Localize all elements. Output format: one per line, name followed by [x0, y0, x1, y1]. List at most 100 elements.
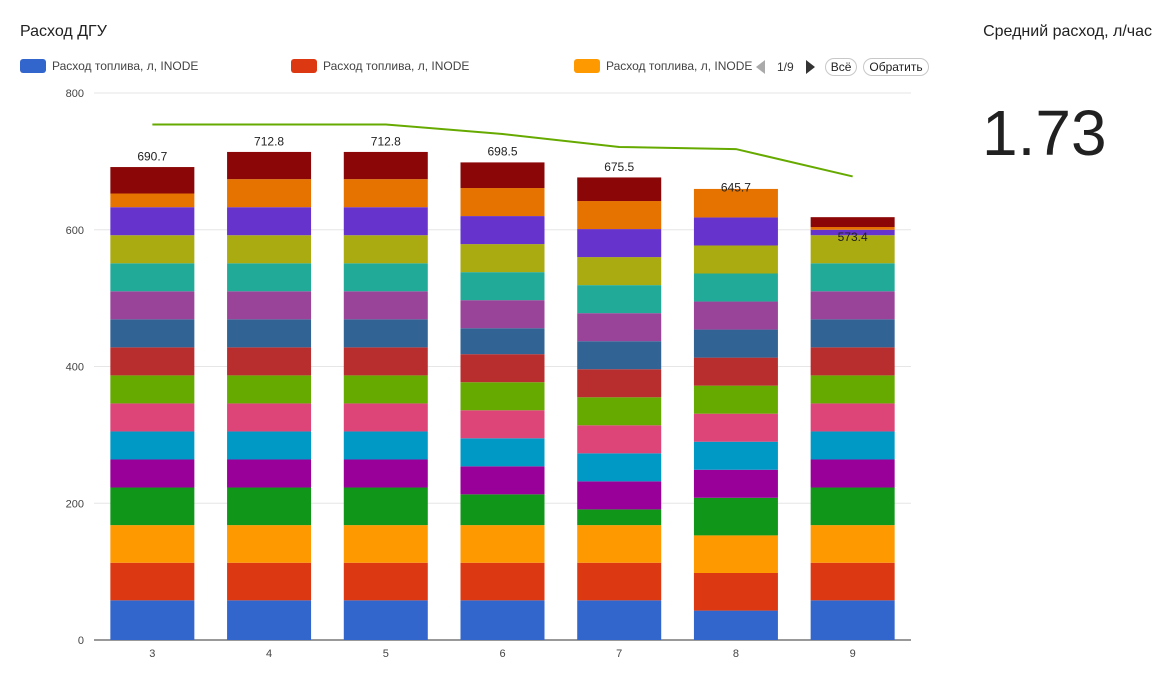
- bar-segment-4-10: [227, 319, 312, 348]
- legend-item-2[interactable]: Расход топлива, л, INODE: [291, 59, 469, 73]
- y-tick-label-800: 800: [66, 88, 84, 100]
- bar-segment-5-4: [343, 487, 428, 526]
- bar-segment-9-12: [810, 263, 895, 292]
- bar-segment-7-6: [577, 453, 662, 482]
- bar-segment-5-15: [343, 179, 428, 208]
- bar-segment-7-1: [577, 600, 662, 640]
- bar-segment-8-1: [693, 610, 778, 640]
- y-tick-label-200: 200: [66, 498, 84, 510]
- bar-segment-9-11: [810, 291, 895, 320]
- bar-segment-8-7: [693, 413, 778, 442]
- bar-segment-3-12: [110, 263, 195, 292]
- bar-segment-7-7: [577, 425, 662, 454]
- legend-item-1[interactable]: Расход топлива, л, INODE: [20, 59, 198, 73]
- y-tick-label-0: 0: [78, 635, 84, 647]
- x-tick-label-4: 4: [266, 648, 272, 660]
- bar-segment-6-11: [460, 300, 545, 329]
- bar-segment-7-4: [577, 509, 662, 526]
- bar-segment-8-15: [693, 188, 778, 218]
- bar-segment-5-2: [343, 562, 428, 601]
- bar-segment-6-15: [460, 188, 545, 217]
- bar-segment-4-15: [227, 179, 312, 208]
- panel-title: Расход ДГУ: [20, 23, 107, 40]
- legend-label-3: Расход топлива, л, INODE: [606, 59, 753, 73]
- total-label-6: 698.5: [487, 144, 517, 158]
- bar-segment-7-9: [577, 369, 662, 398]
- bar-segment-9-8: [810, 375, 895, 404]
- bar-segment-5-1: [343, 600, 428, 640]
- bar-segment-5-14: [343, 207, 428, 236]
- legend-item-3[interactable]: Расход топлива, л, INODE: [574, 59, 752, 73]
- x-tick-label-5: 5: [383, 648, 389, 660]
- stat-title: Средний расход, л/час: [983, 23, 1152, 40]
- bar-segment-6-3: [460, 525, 545, 563]
- bar-segment-7-11: [577, 313, 662, 342]
- x-tick-label-8: 8: [733, 648, 739, 660]
- bar-segment-3-16: [110, 167, 195, 194]
- bar-segment-6-14: [460, 216, 545, 245]
- y-tick-label-400: 400: [66, 362, 84, 374]
- bar-segment-5-9: [343, 347, 428, 376]
- bar-segment-3-15: [110, 193, 195, 208]
- legend-label-1: Расход топлива, л, INODE: [52, 59, 199, 73]
- legend-next-arrow-icon[interactable]: [805, 60, 815, 74]
- legend-page-indicator: 1/9: [777, 60, 794, 74]
- bar-segment-7-15: [577, 201, 662, 230]
- bar-segment-4-6: [227, 431, 312, 460]
- bar-segment-3-7: [110, 403, 195, 432]
- bar-segment-8-12: [693, 273, 778, 302]
- bar-segment-5-13: [343, 235, 428, 264]
- bar-segment-5-3: [343, 525, 428, 563]
- bar-segment-4-1: [227, 600, 312, 640]
- bar-segment-4-16: [227, 151, 312, 180]
- bar-segment-8-4: [693, 497, 778, 536]
- legend-swatch-2: [291, 59, 317, 73]
- bar-segment-3-10: [110, 319, 195, 348]
- bar-segment-9-3: [810, 525, 895, 563]
- bar-segment-9-5: [810, 459, 895, 488]
- bar-segment-5-7: [343, 403, 428, 432]
- bar-segment-6-9: [460, 354, 545, 383]
- bar-segment-6-13: [460, 244, 545, 273]
- x-tick-label-6: 6: [499, 648, 505, 660]
- total-label-5: 712.8: [371, 135, 401, 149]
- legend-label-2: Расход топлива, л, INODE: [323, 59, 470, 73]
- x-tick-label-9: 9: [850, 648, 856, 660]
- bar-segment-3-5: [110, 459, 195, 488]
- legend-all-button[interactable]: Всё: [824, 58, 858, 76]
- bar-segment-6-7: [460, 410, 545, 439]
- bar-segment-4-5: [227, 459, 312, 488]
- bar-segment-5-6: [343, 431, 428, 460]
- total-label-3: 690.7: [137, 150, 167, 164]
- bar-segment-5-10: [343, 319, 428, 348]
- bar-segment-8-5: [693, 469, 778, 498]
- bar-segment-3-4: [110, 487, 195, 526]
- bar-segment-4-11: [227, 291, 312, 320]
- bar-segment-9-6: [810, 431, 895, 460]
- bar-segment-4-13: [227, 235, 312, 264]
- bar-segment-3-14: [110, 207, 195, 236]
- bar-segment-9-16: [810, 217, 895, 228]
- bar-segment-6-1: [460, 600, 545, 640]
- bar-segment-8-11: [693, 301, 778, 330]
- bar-segment-6-8: [460, 382, 545, 411]
- total-label-9: 573.4: [838, 230, 868, 244]
- bar-segment-5-5: [343, 459, 428, 488]
- legend-prev-arrow-icon[interactable]: [756, 60, 765, 74]
- bar-segment-9-7: [810, 403, 895, 432]
- legend-swatch-3: [574, 59, 600, 73]
- bar-segment-4-2: [227, 562, 312, 601]
- bar-segment-9-10: [810, 319, 895, 348]
- bar-segment-7-16: [577, 177, 662, 202]
- bar-segment-4-14: [227, 207, 312, 236]
- legend-invert-button[interactable]: Обратить: [863, 58, 929, 76]
- bar-segment-9-9: [810, 347, 895, 376]
- bar-segment-5-8: [343, 375, 428, 404]
- bar-segment-6-2: [460, 562, 545, 601]
- bar-segment-5-11: [343, 291, 428, 320]
- total-label-8: 645.7: [721, 181, 751, 195]
- bar-segment-3-13: [110, 235, 195, 264]
- bar-segment-3-3: [110, 525, 195, 563]
- legend-pagination: 1/9 Всё Обратить: [756, 58, 929, 76]
- bar-segment-7-2: [577, 562, 662, 601]
